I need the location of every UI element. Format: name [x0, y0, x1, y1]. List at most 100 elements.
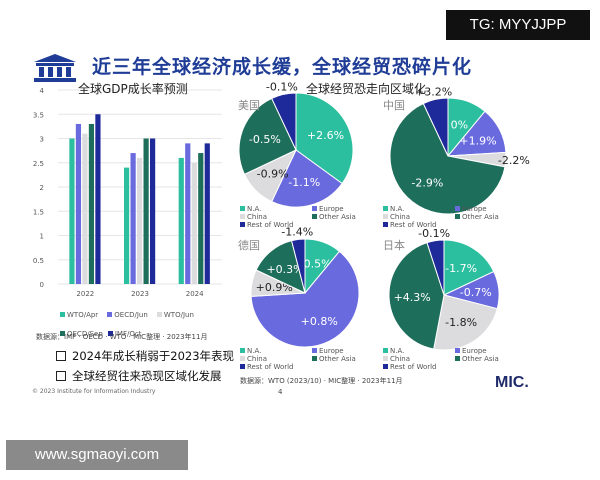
legend-other-asia: Other Asia: [455, 213, 499, 221]
legend-imf-oct: IMF/Oct: [107, 330, 141, 338]
pie-slice-other-asia: [388, 242, 445, 350]
pie-3: -1.7% -0.7% -1.8% +4.3% -0.1% 日本: [383, 227, 500, 351]
pie-country-label: 美国: [238, 99, 260, 112]
bar-oecd-jun-2022: [75, 123, 82, 284]
pie-value-label: -1.1%: [288, 176, 320, 189]
bar-oecd-sep-2023: [143, 138, 149, 284]
pie-0: +2.6% -1.1%-0.9% -0.5% -0.1% 美国: [238, 81, 354, 208]
legend-n-a-: N.A.: [383, 347, 404, 355]
x-tick-label: 2024: [186, 290, 204, 298]
legend-oecd-sep: OECD/Sep: [60, 330, 103, 338]
pie-slice-china: [433, 294, 498, 351]
pie-value-label: +2.6%: [307, 129, 344, 142]
legend-china: China: [240, 213, 267, 221]
legend-rest-of-world: Rest of World: [240, 363, 294, 371]
bar-imf-oct-2022: [95, 114, 101, 284]
pie-value-label: -2.2%: [498, 154, 530, 167]
pie-value-label: -0.7%: [460, 286, 492, 299]
legend-europe: Europe: [312, 347, 344, 355]
legend-wto-apr: WTO/Apr: [60, 311, 98, 319]
pie-slice-other-asia: [238, 97, 297, 175]
watermark-top: TG: MYYJJPP: [446, 10, 590, 40]
bullet-1: 2024年成长稍弱于2023年表现: [56, 348, 234, 364]
y-tick-label: 1.5: [33, 208, 44, 216]
legend-n-a-: N.A.: [240, 205, 261, 213]
pie-country-label: 德国: [238, 238, 260, 252]
pie-value-label: -0.1%: [418, 227, 450, 240]
page-number: 4: [278, 388, 283, 396]
y-tick-label: 3: [40, 136, 44, 144]
pie-slice-rest-of-world: [271, 92, 297, 151]
pie-value-label: +0.8%: [301, 315, 338, 328]
bar-oecd-jun-2023: [130, 153, 136, 284]
legend-rest-of-world: Rest of World: [240, 221, 294, 229]
pie-value-label: -2.9%: [411, 177, 443, 190]
y-tick-label: 0: [40, 281, 44, 289]
bar-oecd-jun-2024: [185, 143, 191, 284]
pie-value-label: -1.7%: [445, 262, 477, 275]
legend-n-a-: N.A.: [240, 347, 261, 355]
pie-value-label: -0.5%: [249, 133, 281, 146]
bar-oecd-sep-2024: [198, 153, 204, 284]
legend-other-asia: Other Asia: [312, 213, 356, 221]
pie-value-label: -1.4%: [281, 225, 313, 238]
pie-value-label: -0.1%: [266, 81, 298, 94]
bar-wto-jun-2022: [82, 133, 88, 284]
bullet-2: 全球经贸往来恐现区域化发展: [56, 368, 222, 384]
legend-other-asia: Other Asia: [455, 355, 499, 363]
trade-pie-charts: +2.6% -1.1%-0.9% -0.5% -0.1% 美国 0% +1.9%-2.2% -…: [238, 81, 530, 351]
gdp-bar-chart: 0 0.5 1 1.5 2 2.5 3 3.5 4 2022 2023 2024: [33, 87, 222, 298]
y-tick-label: 2.5: [33, 160, 44, 168]
legend-china: China: [383, 355, 410, 363]
legend-china: China: [383, 213, 410, 221]
y-tick-label: 0.5: [33, 257, 44, 265]
bar-imf-oct-2024: [204, 143, 210, 284]
pie-country-label: 日本: [383, 238, 405, 252]
legend-europe: Europe: [455, 347, 487, 355]
bar-wto-apr-2023: [124, 167, 130, 284]
source-right: 数据源：WTO (2023/10) · MIC整理 · 2023年11月: [240, 377, 403, 385]
pie-value-label: +0.3%: [266, 263, 303, 276]
legend-oecd-jun: OECD/Jun: [107, 311, 148, 319]
mic-logo: MIC.: [495, 374, 529, 391]
y-tick-label: 3.5: [33, 111, 44, 119]
pie-slice-rest-of-world: [290, 238, 306, 294]
pie-value-label: -0.5%: [300, 258, 332, 271]
pie-slice-europe: [250, 250, 360, 348]
pie-value-label: -0.9%: [257, 167, 289, 180]
bar-wto-apr-2022: [69, 138, 75, 284]
bar-wto-jun-2024: [191, 162, 197, 284]
pie-value-label: +0.9%: [256, 281, 293, 294]
y-tick-label: 2: [40, 184, 44, 192]
source-left: 数据源：IMF · OECD · WTO · MIC整理 · 2023年11月: [36, 333, 208, 341]
x-tick-label: 2023: [131, 290, 149, 298]
bar-oecd-sep-2022: [88, 123, 95, 284]
bar-chart-title: 全球GDP成长率预测: [78, 82, 188, 96]
pie-country-label: 中国: [383, 99, 405, 112]
slide-title: 近三年全球经济成长缓，全球经贸恐碎片化: [92, 56, 473, 78]
pie-slice-rest-of-world: [422, 97, 449, 157]
bar-wto-apr-2024: [178, 157, 184, 284]
legend-rest-of-world: Rest of World: [383, 221, 437, 229]
legend-other-asia: Other Asia: [312, 355, 356, 363]
pie-slice-rest-of-world: [426, 239, 445, 296]
pie-value-label: +1.9%: [459, 135, 496, 148]
pie-slice-other-asia: [389, 102, 506, 215]
pie-2: -0.5% +0.8% +0.9% +0.3% -1.4% 德国: [238, 225, 360, 348]
x-tick-label: 2022: [76, 290, 94, 298]
legend-rest-of-world: Rest of World: [383, 363, 437, 371]
institution-icon: [34, 54, 76, 86]
bar-imf-oct-2023: [150, 138, 156, 284]
y-tick-label: 1: [40, 233, 44, 241]
copyright: © 2023 Institute for Information Industr…: [32, 388, 156, 395]
pie-value-label: 0%: [451, 118, 468, 131]
legend-wto-jun: WTO/Jun: [156, 311, 194, 319]
pie-slice-n-a-: [295, 92, 354, 185]
y-tick-label: 4: [40, 87, 45, 95]
watermark-bottom: www.sgmaoyi.com: [6, 440, 188, 470]
legend-n-a-: N.A.: [383, 205, 404, 213]
pie-chart-title: 全球经贸恐走向区域化: [306, 82, 427, 96]
bar-legend: WTO/Apr OECD/Jun WTO/Jun OECD/Sep IMF/Oc…: [60, 302, 230, 340]
pie-value-label: +3.2%: [415, 86, 452, 99]
